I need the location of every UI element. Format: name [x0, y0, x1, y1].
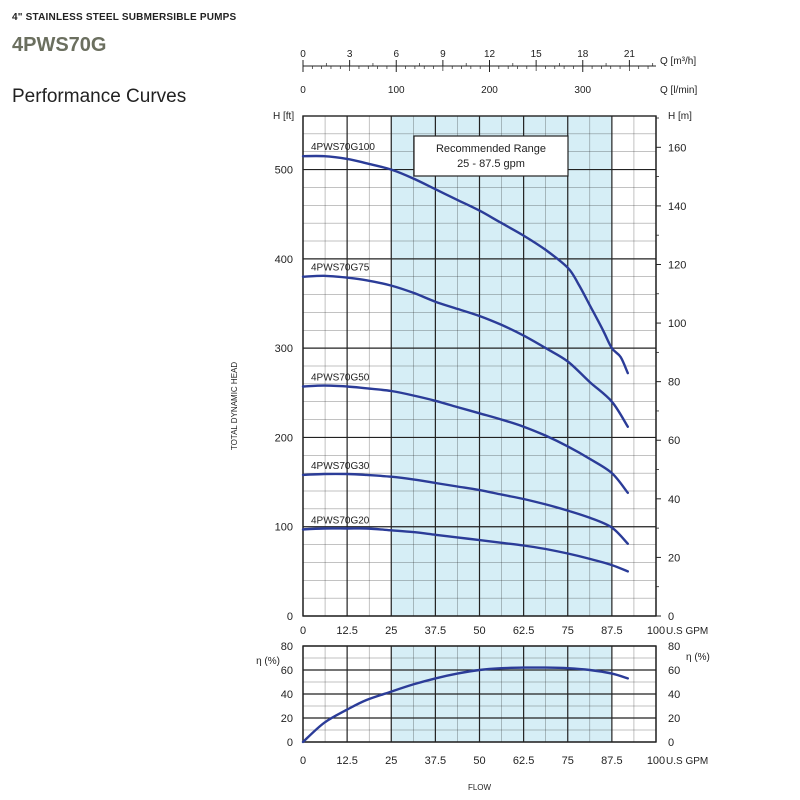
top-lmin-tick-label: 0	[300, 85, 306, 96]
top-m3h-tick-label: 21	[624, 49, 636, 60]
y-axis-unit-ft: H [ft]	[273, 111, 294, 122]
y-tick-label-m: 0	[668, 611, 674, 623]
top-lmin-tick-label: 300	[574, 85, 591, 96]
y-tick-label-m: 100	[668, 318, 686, 330]
x-tick-label: 37.5	[425, 625, 446, 637]
head-curve-4pws70g20	[301, 527, 629, 573]
eff-x-tick-label: 100	[647, 755, 665, 767]
y-tick-label-ft: 100	[275, 522, 293, 534]
eff-x-tick-label: 75	[562, 755, 574, 767]
y-tick-label-ft: 500	[275, 165, 293, 177]
x-tick-label: 50	[473, 625, 485, 637]
eff-y-tick-label-left: 0	[287, 737, 293, 749]
y-tick-label-ft: 0	[287, 611, 293, 623]
y-tick-label-m: 20	[668, 552, 680, 564]
x-tick-label: 87.5	[601, 625, 622, 637]
recommended-range-label: Recommended Range	[436, 143, 546, 155]
y-tick-label-ft: 200	[275, 432, 293, 444]
y-tick-label-m: 160	[668, 142, 686, 154]
series-label-4pws70g20: 4PWS70G20	[311, 515, 370, 526]
eff-x-axis-unit: U.S GPM	[666, 756, 708, 767]
series-label-4pws70g100: 4PWS70G100	[311, 142, 375, 153]
top-m3h-tick-label: 15	[531, 49, 543, 60]
x-tick-label: 12.5	[336, 625, 357, 637]
series-label-4pws70g30: 4PWS70G30	[311, 461, 370, 472]
y-tick-label-m: 140	[668, 201, 686, 213]
x-axis-title: FLOW	[468, 783, 492, 792]
eff-plot-frame	[302, 645, 657, 743]
eff-y-tick-label-left: 60	[281, 665, 293, 677]
eff-y-tick-label-right: 0	[668, 737, 674, 749]
y-tick-label-m: 80	[668, 377, 680, 389]
top-m3h-tick-label: 0	[300, 49, 306, 60]
subtitle: 4" STAINLESS STEEL SUBMERSIBLE PUMPS	[12, 12, 237, 23]
recommended-range-sublabel: 25 - 87.5 gpm	[457, 158, 525, 170]
eff-y-tick-label-left: 40	[281, 689, 293, 701]
y-tick-label-ft: 400	[275, 254, 293, 266]
eff-x-tick-label: 25	[385, 755, 397, 767]
eff-x-tick-label: 0	[300, 755, 306, 767]
top-axis-m3h-unit: Q [m³/h]	[660, 56, 696, 67]
top-lmin-tick-label: 200	[481, 85, 498, 96]
eff-y-axis-title-left: η (%)	[256, 656, 280, 667]
y-tick-label-ft: 300	[275, 343, 293, 355]
y-tick-label-m: 40	[668, 494, 680, 506]
eff-y-tick-label-left: 80	[281, 641, 293, 653]
plot-frame	[302, 115, 657, 617]
eff-y-tick-label-right: 20	[668, 713, 680, 725]
series-label-4pws70g50: 4PWS70G50	[311, 373, 370, 384]
x-tick-label: 62.5	[513, 625, 534, 637]
eff-y-tick-label-right: 40	[668, 689, 680, 701]
eff-x-tick-label: 12.5	[336, 755, 357, 767]
top-m3h-tick-label: 9	[440, 49, 446, 60]
eff-y-tick-label-right: 80	[668, 641, 680, 653]
top-lmin-tick-label: 100	[388, 85, 405, 96]
y-axis-title: TOTAL DYNAMIC HEAD	[230, 362, 239, 451]
y-axis-unit-m: H [m]	[668, 111, 692, 122]
x-tick-label: 25	[385, 625, 397, 637]
x-axis-unit: U.S GPM	[666, 626, 708, 637]
y-tick-label-m: 120	[668, 259, 686, 271]
eff-x-tick-label: 37.5	[425, 755, 446, 767]
top-m3h-tick-label: 3	[347, 49, 353, 60]
x-tick-label: 100	[647, 625, 665, 637]
top-axis-lmin-unit: Q [l/min]	[660, 85, 697, 96]
eff-x-tick-label: 87.5	[601, 755, 622, 767]
head-curve-4pws70g50	[301, 384, 629, 494]
efficiency-curve	[301, 666, 629, 744]
head-curve-4pws70g30	[301, 472, 629, 545]
top-m3h-tick-label: 18	[577, 49, 589, 60]
top-m3h-tick-label: 6	[393, 49, 399, 60]
eff-x-tick-label: 50	[473, 755, 485, 767]
eff-x-tick-label: 62.5	[513, 755, 534, 767]
series-label-4pws70g75: 4PWS70G75	[311, 263, 370, 274]
x-tick-label: 0	[300, 625, 306, 637]
y-tick-label-m: 60	[668, 435, 680, 447]
model-title: 4PWS70G	[12, 34, 107, 56]
head-curve-4pws70g75	[301, 274, 629, 428]
recommended-range-box	[413, 135, 569, 177]
eff-y-axis-title-right: η (%)	[686, 652, 710, 663]
eff-y-tick-label-left: 20	[281, 713, 293, 725]
eff-y-tick-label-right: 60	[668, 665, 680, 677]
head-curve-4pws70g100	[301, 154, 629, 375]
x-tick-label: 75	[562, 625, 574, 637]
section-title: Performance Curves	[12, 86, 187, 107]
top-m3h-tick-label: 12	[484, 49, 496, 60]
